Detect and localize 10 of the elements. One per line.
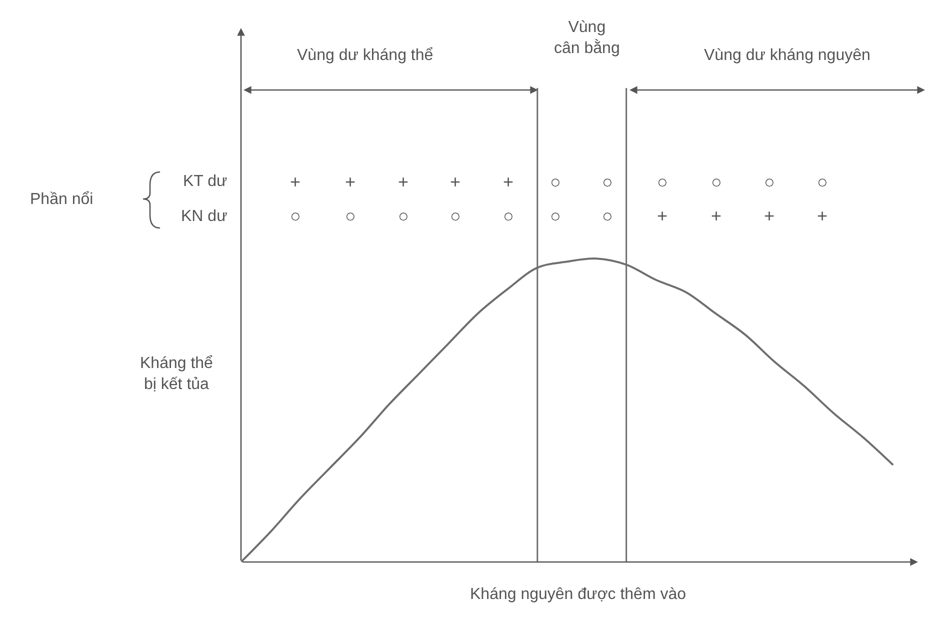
x-axis-title: Kháng nguyên được thêm vào <box>470 586 686 603</box>
text: + + + + + ○ ○ ○ ○ ○ ○ <box>290 172 828 192</box>
text: ○ ○ ○ ○ ○ ○ ○ + + + + <box>290 206 828 226</box>
text: Vùng cân bằng <box>554 19 620 57</box>
text: Vùng dư kháng nguyên <box>704 47 870 64</box>
text: KT dư <box>183 173 228 190</box>
y-axis-title: Kháng thể bị kết tủa <box>140 355 214 393</box>
text: Vùng dư kháng thể <box>297 47 434 64</box>
text: Phần nổi <box>30 191 94 208</box>
text: KN dư <box>181 208 228 225</box>
